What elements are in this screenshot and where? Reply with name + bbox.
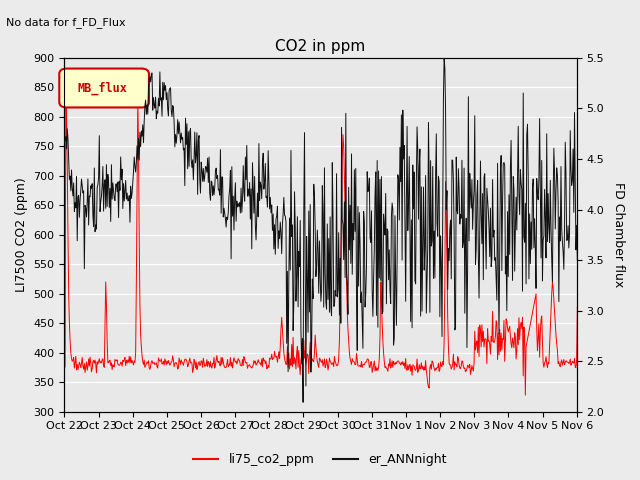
FancyBboxPatch shape	[60, 69, 149, 108]
Text: No data for f_FD_Flux: No data for f_FD_Flux	[6, 17, 126, 28]
Text: MB_flux: MB_flux	[78, 81, 128, 95]
Legend: li75_co2_ppm, er_ANNnight: li75_co2_ppm, er_ANNnight	[188, 448, 452, 471]
Title: CO2 in ppm: CO2 in ppm	[275, 39, 365, 54]
Y-axis label: FD Chamber flux: FD Chamber flux	[612, 182, 625, 288]
Y-axis label: LI7500 CO2 (ppm): LI7500 CO2 (ppm)	[15, 178, 28, 292]
